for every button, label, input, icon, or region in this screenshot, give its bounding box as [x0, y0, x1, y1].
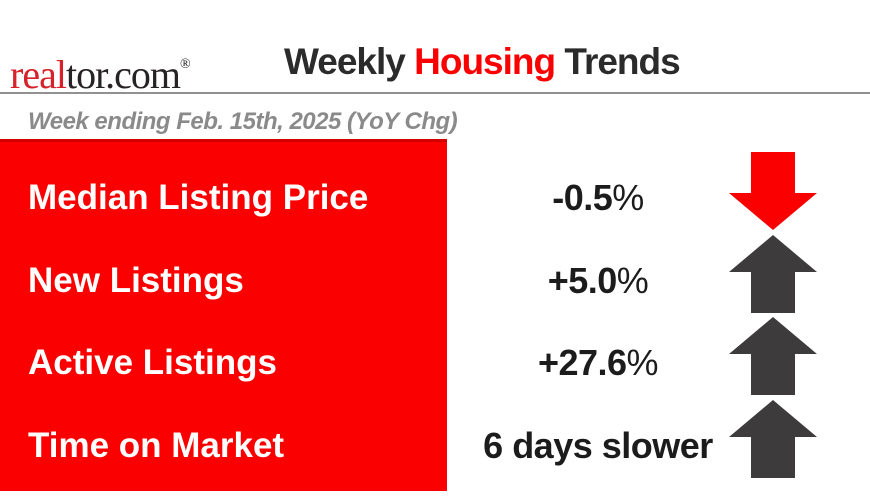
subtitle-week-ending: Week ending Feb. 15th, 2025 (YoY Chg): [28, 108, 458, 135]
stat-value: +5.0%: [450, 260, 746, 302]
stat-row-active-listings: Active Listings +27.6%: [0, 317, 870, 404]
stat-value-suffix: %: [616, 259, 649, 301]
stat-value-number: +5.0: [547, 259, 618, 301]
title-part-trends: Trends: [555, 41, 680, 82]
stats-panel: [0, 139, 447, 491]
stat-label: Active Listings: [28, 342, 277, 382]
trend-arrow-down-icon: [729, 152, 817, 230]
trend-arrow-up-icon: [729, 400, 817, 478]
stat-row-median-listing-price: Median Listing Price -0.5%: [0, 152, 870, 239]
stat-label: New Listings: [28, 260, 244, 300]
logo-text-torcom: tor.com: [65, 52, 181, 97]
stat-value: -0.5%: [450, 177, 746, 219]
stat-value-suffix: %: [612, 176, 644, 218]
registered-trademark-icon: ®: [180, 57, 191, 72]
title-part-housing: Housing: [414, 41, 556, 82]
stat-value-number: +27.6: [537, 341, 627, 383]
stat-row-new-listings: New Listings +5.0%: [0, 235, 870, 322]
stat-value: +27.6%: [450, 342, 746, 384]
stat-value-number: -0.5: [552, 176, 613, 218]
stat-label: Time on Market: [28, 425, 285, 465]
logo-text-real: real: [10, 52, 67, 97]
header-divider: [0, 92, 870, 94]
stat-label: Median Listing Price: [28, 177, 369, 217]
stat-value-suffix: %: [626, 341, 659, 383]
stat-value: 6 days slower: [450, 425, 746, 467]
realtor-logo: realtor.com®: [10, 44, 191, 97]
stat-row-time-on-market: Time on Market 6 days slower: [0, 400, 870, 487]
page-title: Weekly Housing Trends: [284, 41, 681, 82]
title-part-weekly: Weekly: [284, 41, 415, 82]
stat-value-number: 6 days slower: [483, 424, 713, 466]
trend-arrow-up-icon: [729, 317, 817, 395]
trend-arrow-up-icon: [729, 235, 817, 313]
